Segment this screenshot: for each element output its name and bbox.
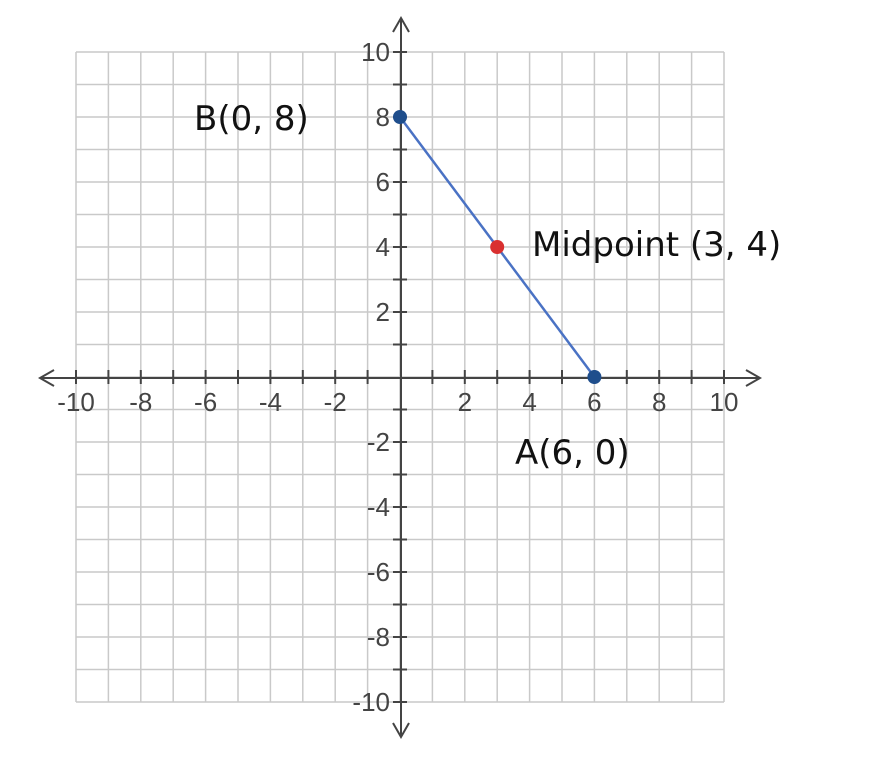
- y-tick-label: -6: [367, 557, 390, 587]
- x-tick-label: -2: [324, 387, 347, 417]
- point-label-a: A(6, 0): [515, 433, 630, 473]
- tick-marks: [75, 51, 725, 703]
- x-tick-label: 6: [587, 387, 601, 417]
- x-axis-left-arrow: [37, 369, 55, 387]
- x-tick-label: -10: [57, 387, 95, 417]
- point-labels: B(0, 8) A(6, 0) Midpoint (3, 4): [194, 99, 781, 473]
- x-tick-label: 4: [522, 387, 536, 417]
- x-tick-label: 10: [710, 387, 739, 417]
- point-label-b: B(0, 8): [194, 99, 309, 139]
- point-a: [587, 370, 602, 384]
- y-tick-label: 10: [361, 37, 390, 67]
- y-tick-label: 6: [376, 167, 390, 197]
- x-tick-label: 8: [652, 387, 666, 417]
- y-tick-label: -4: [367, 492, 390, 522]
- point-midpoint: [490, 240, 505, 254]
- point-b: [393, 110, 407, 124]
- y-tick-label: -2: [367, 427, 390, 457]
- x-tick-label: -6: [194, 387, 217, 417]
- point-label-midpoint: Midpoint (3, 4): [532, 225, 781, 265]
- y-tick-label: -10: [352, 687, 390, 717]
- axes: [37, 15, 763, 740]
- y-tick-label: -8: [367, 622, 390, 652]
- x-tick-labels: -10 -8 -6 -4 -2 2 4 6 8 10: [57, 387, 738, 417]
- data-points: [393, 110, 602, 384]
- y-axis-bottom-arrow: [392, 722, 410, 740]
- x-tick-label: 2: [458, 387, 472, 417]
- x-tick-label: -8: [129, 387, 152, 417]
- y-axis-top-arrow: [392, 15, 410, 33]
- x-axis-right-arrow: [745, 369, 763, 387]
- x-tick-label: -4: [259, 387, 282, 417]
- y-tick-label: 4: [376, 232, 390, 262]
- y-tick-labels: 10 8 6 4 2 -2 -4 -6 -8 -10: [352, 37, 390, 717]
- y-tick-label: 8: [376, 102, 390, 132]
- y-tick-label: 2: [376, 297, 390, 327]
